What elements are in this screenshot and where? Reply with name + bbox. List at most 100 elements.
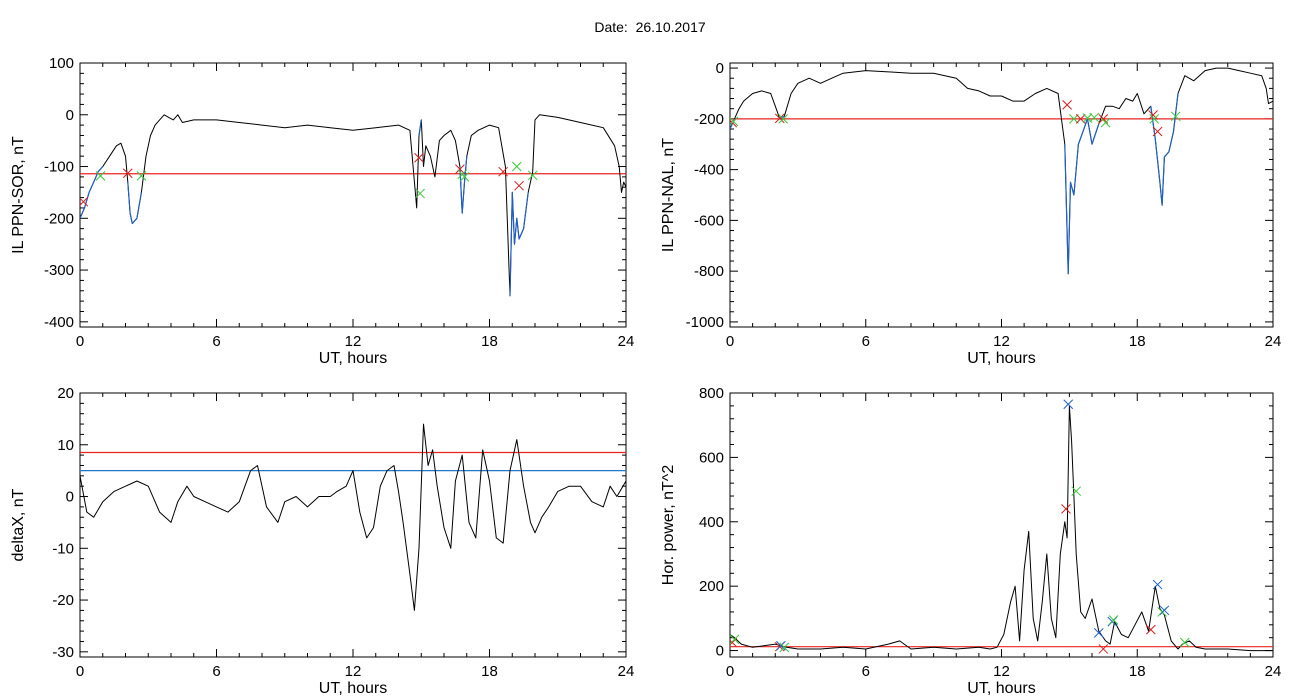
event-marker xyxy=(455,164,465,174)
y-tick-label: 0 xyxy=(66,489,74,506)
x-tick-label: 12 xyxy=(345,663,362,680)
y-tick-label: -100 xyxy=(44,159,74,176)
data-trace xyxy=(80,423,626,611)
data-trace xyxy=(80,114,626,297)
x-tick-label: 24 xyxy=(618,663,635,680)
event-marker xyxy=(778,113,789,124)
panel-il-ppn-nal: 0 6 12 18 24 0 -200 -400 -600 -800 -1000 UT, hours I… xyxy=(660,60,1281,367)
x-axis-title: UT, hours xyxy=(319,350,387,367)
y-axis-title: IL PPN-SOR, nT xyxy=(10,136,27,254)
event-marker xyxy=(1179,637,1190,648)
event-marker xyxy=(80,196,89,207)
event-marker xyxy=(1159,605,1170,616)
data-trace xyxy=(730,67,1273,275)
y-axis-title: IL PPN-NAL, nT xyxy=(660,138,677,252)
below-threshold-segment xyxy=(80,166,104,219)
event-marker xyxy=(1071,486,1082,497)
event-marker xyxy=(730,637,738,648)
x-tick-label: 12 xyxy=(345,333,362,350)
x-axis-title: UT, hours xyxy=(967,680,1035,697)
event-marker xyxy=(415,188,425,199)
event-marker xyxy=(1170,111,1181,122)
y-tick-label: 10 xyxy=(57,437,74,454)
event-marker xyxy=(1062,100,1072,110)
event-marker xyxy=(1152,126,1163,137)
event-marker xyxy=(1108,615,1119,625)
event-marker xyxy=(1093,628,1104,638)
y-tick-label: 600 xyxy=(699,449,724,466)
x-tick-label: 0 xyxy=(726,333,734,350)
event-marker xyxy=(1149,113,1160,124)
y-tick-label: -30 xyxy=(52,644,74,661)
x-tick-label: 18 xyxy=(1129,333,1146,350)
plot-frame xyxy=(79,62,627,328)
x-tick-label: 0 xyxy=(76,663,84,680)
x-tick-label: 6 xyxy=(862,663,870,680)
below-threshold-segment xyxy=(127,182,142,225)
x-tick-label: 12 xyxy=(993,333,1010,350)
plot-frame xyxy=(729,392,1274,658)
y-tick-label: -600 xyxy=(694,212,724,229)
y-axis-title: Hor. power, nT^2 xyxy=(660,465,677,586)
x-tick-label: 6 xyxy=(862,333,870,350)
event-marker xyxy=(414,152,424,163)
x-tick-label: 18 xyxy=(481,663,498,680)
y-tick-label: 0 xyxy=(716,60,724,77)
x-tick-label: 12 xyxy=(993,663,1010,680)
y-tick-label: -400 xyxy=(44,314,74,331)
event-marker xyxy=(1069,113,1079,124)
plot-area xyxy=(80,114,626,297)
event-marker xyxy=(1152,579,1163,590)
y-tick-label: 0 xyxy=(66,107,74,124)
event-marker xyxy=(498,166,509,177)
event-marker xyxy=(459,172,470,182)
y-axis-title: deltaX, nT xyxy=(10,488,27,561)
panel-il-ppn-sor: 0 6 12 18 24 100 0 -100 -200 -300 -400 UT, hours IL … xyxy=(10,55,634,367)
plot-frame xyxy=(729,62,1274,328)
y-tick-label: -1000 xyxy=(686,314,724,331)
y-tick-label: -20 xyxy=(52,592,74,609)
below-threshold-segment xyxy=(509,191,529,296)
y-tick-label: 20 xyxy=(57,385,74,402)
x-tick-label: 6 xyxy=(212,663,220,680)
y-tick-label: 0 xyxy=(716,643,724,660)
y-tick-label: -800 xyxy=(694,263,724,280)
plot-area xyxy=(730,67,1273,275)
event-marker xyxy=(779,642,790,653)
event-marker xyxy=(136,170,147,181)
event-marker xyxy=(776,640,786,651)
y-tick-label: 400 xyxy=(699,514,724,531)
x-axis-title: UT, hours xyxy=(967,350,1035,367)
event-marker xyxy=(511,161,522,172)
event-marker xyxy=(1148,110,1158,120)
below-threshold-segment xyxy=(1064,118,1100,275)
panel-hor-power: 0 6 12 18 24 800 600 400 200 0 UT, hours Hor. power… xyxy=(660,385,1281,697)
x-tick-label: 18 xyxy=(481,333,498,350)
plot-area xyxy=(730,399,1273,654)
event-marker xyxy=(1100,117,1111,128)
event-marker xyxy=(730,116,739,127)
y-tick-label: -10 xyxy=(52,540,74,557)
y-tick-label: -200 xyxy=(694,111,724,128)
event-marker xyxy=(774,113,785,124)
x-tick-label: 18 xyxy=(1129,663,1146,680)
y-tick-label: -300 xyxy=(44,262,74,279)
page-title: Date: 26.10.2017 xyxy=(594,19,706,35)
below-threshold-segment xyxy=(459,156,468,214)
data-trace xyxy=(730,405,1273,652)
y-tick-label: -200 xyxy=(44,210,74,227)
x-tick-label: 6 xyxy=(212,333,220,350)
event-marker xyxy=(1089,112,1100,123)
event-marker xyxy=(527,170,538,181)
event-marker xyxy=(514,180,524,191)
event-marker xyxy=(1098,644,1109,654)
event-marker xyxy=(122,168,133,179)
plot-area xyxy=(80,423,626,611)
x-tick-label: 0 xyxy=(726,663,734,680)
x-tick-label: 24 xyxy=(1265,663,1282,680)
y-tick-label: 200 xyxy=(699,578,724,595)
panel-deltax: 0 6 12 18 24 20 10 0 -10 -20 -30 UT, hours deltaX, n… xyxy=(10,385,634,697)
event-marker xyxy=(1145,624,1156,635)
x-tick-label: 24 xyxy=(618,333,635,350)
